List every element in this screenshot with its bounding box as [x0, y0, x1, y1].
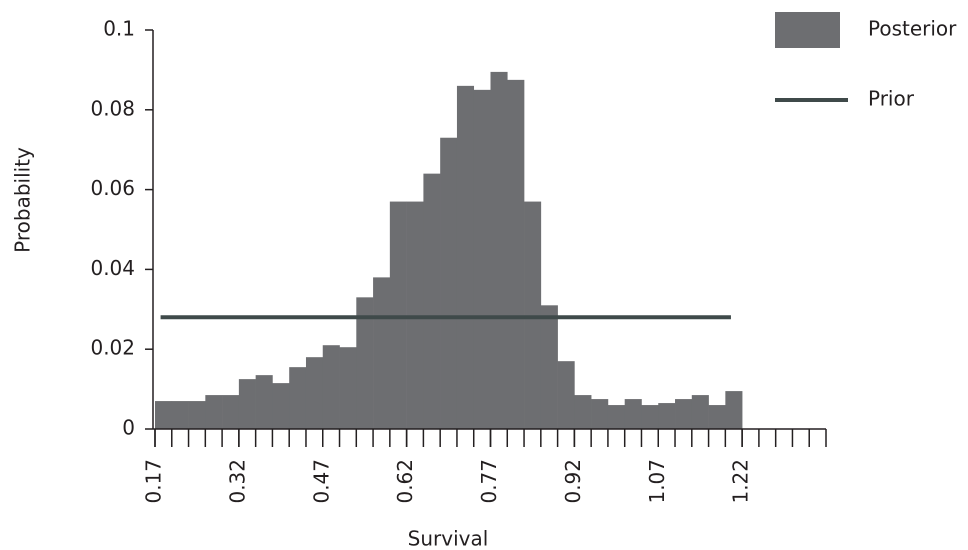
- bar: [322, 345, 340, 429]
- bar: [255, 375, 273, 429]
- legend-swatch: [775, 12, 840, 48]
- bar: [658, 403, 676, 429]
- bar: [171, 401, 189, 429]
- x-tick-label: 1.07: [645, 459, 669, 504]
- bar: [607, 405, 625, 429]
- bar: [507, 79, 525, 429]
- y-tick-label: 0.06: [90, 176, 135, 200]
- bar: [490, 71, 508, 430]
- x-tick-label: 0.62: [393, 459, 417, 504]
- bar: [440, 137, 458, 430]
- bar: [272, 383, 290, 429]
- bar: [305, 357, 324, 429]
- bar: [423, 173, 441, 429]
- bar: [725, 391, 743, 429]
- y-tick-label: 0: [122, 416, 135, 440]
- bar: [574, 395, 592, 429]
- y-tick-label: 0.02: [90, 336, 135, 360]
- y-axis-title: Probability: [11, 147, 35, 253]
- bar: [222, 395, 240, 429]
- x-axis-title: Survival: [408, 527, 489, 550]
- bar: [540, 305, 558, 429]
- bar: [289, 367, 307, 429]
- bar: [205, 395, 223, 429]
- legend-label: Prior: [868, 87, 915, 111]
- bar: [591, 399, 609, 429]
- bar: [691, 395, 709, 429]
- x-tick-label: 0.17: [142, 459, 166, 504]
- bar: [155, 401, 173, 429]
- x-tick-label: 0.32: [225, 459, 249, 504]
- x-tick-label: 0.77: [477, 459, 501, 504]
- bar: [624, 399, 642, 429]
- bar: [708, 405, 726, 429]
- bar: [557, 361, 575, 429]
- bar: [373, 277, 391, 429]
- bar: [356, 297, 374, 429]
- y-tick-label: 0.1: [103, 17, 135, 41]
- bar: [456, 85, 475, 430]
- y-tick-label: 0.08: [90, 96, 135, 120]
- x-tick-label: 1.22: [729, 459, 753, 504]
- x-tick-label: 0.92: [561, 459, 585, 504]
- bar: [641, 405, 659, 429]
- bar: [473, 89, 491, 429]
- bar: [339, 347, 357, 429]
- y-tick-label: 0.04: [90, 256, 135, 280]
- bar: [675, 399, 693, 429]
- bar: [238, 379, 256, 429]
- x-tick-label: 0.47: [309, 459, 333, 504]
- legend-label: Posterior: [868, 17, 957, 41]
- bar: [188, 401, 206, 429]
